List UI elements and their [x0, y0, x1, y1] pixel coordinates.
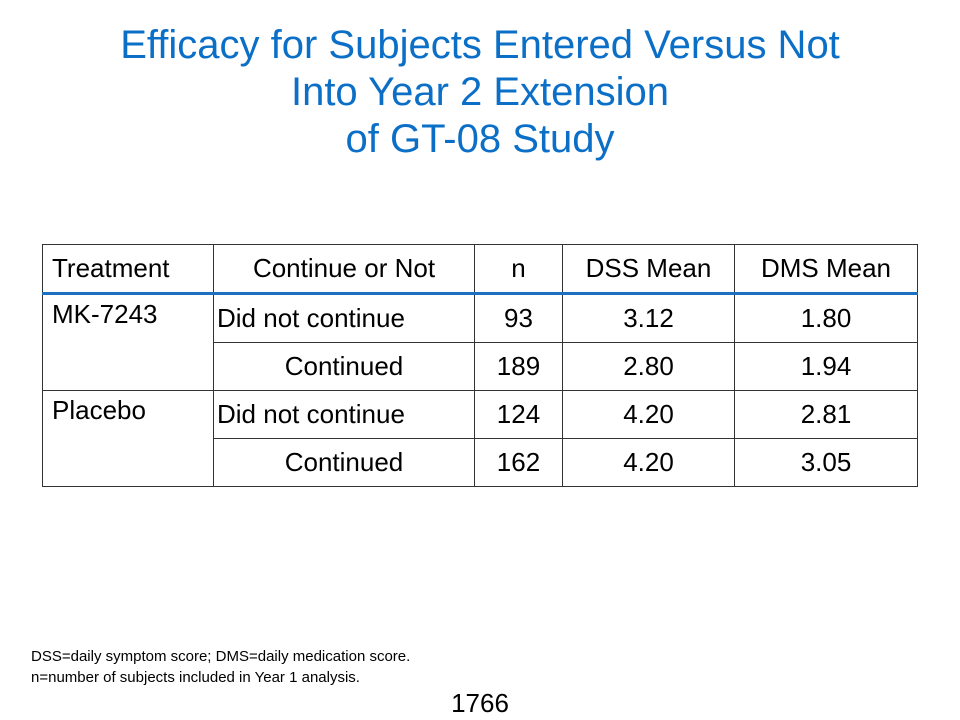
table-row: MK-7243 Did not continue 93 3.12 1.80	[42, 293, 918, 391]
dms-cell: 1.94	[734, 342, 918, 391]
dss-cell: 2.80	[562, 342, 735, 391]
status-cell: Continued	[213, 438, 475, 487]
footnote-line-1: DSS=daily symptom score; DMS=daily medic…	[31, 648, 411, 665]
dss-cell: 4.20	[562, 390, 735, 439]
status-cell: Continued	[213, 342, 475, 391]
n-cell: 124	[474, 390, 563, 439]
header-continue-or-not: Continue or Not	[213, 244, 475, 295]
slide-title: Efficacy for Subjects Entered Versus Not…	[0, 22, 960, 163]
page-number: 1766	[451, 688, 509, 718]
footnote: DSS=daily symptom score; DMS=daily medic…	[31, 646, 410, 688]
title-line-3: of GT-08 Study	[345, 117, 615, 161]
n-cell: 93	[474, 293, 563, 343]
dms-cell: 2.81	[734, 390, 918, 439]
header-treatment: Treatment	[42, 244, 214, 295]
table-header-row: Treatment Continue or Not n DSS Mean DMS…	[42, 244, 918, 295]
status-cell: Did not continue	[213, 293, 475, 343]
status-cell: Did not continue	[213, 390, 475, 439]
treatment-cell-mk7243: MK-7243	[42, 293, 214, 391]
dss-cell: 4.20	[562, 438, 735, 487]
dms-cell: 3.05	[734, 438, 918, 487]
efficacy-table: Treatment Continue or Not n DSS Mean DMS…	[42, 244, 918, 487]
table-row: Continued 162 4.20 3.05	[43, 438, 918, 487]
treatment-cell-placebo: Placebo	[42, 390, 214, 487]
header-dss-mean: DSS Mean	[562, 244, 735, 295]
footnote-line-2: n=number of subjects included in Year 1 …	[31, 669, 360, 686]
title-line-1: Efficacy for Subjects Entered Versus Not	[120, 23, 840, 67]
table-row: Placebo Did not continue 124 4.20 2.81	[42, 390, 918, 487]
dss-cell: 3.12	[562, 293, 735, 343]
header-n: n	[474, 244, 563, 295]
header-dms-mean: DMS Mean	[734, 244, 918, 295]
n-cell: 162	[474, 438, 563, 487]
title-line-2: Into Year 2 Extension	[290, 70, 670, 114]
dms-cell: 1.80	[734, 293, 918, 343]
n-cell: 189	[474, 342, 563, 391]
